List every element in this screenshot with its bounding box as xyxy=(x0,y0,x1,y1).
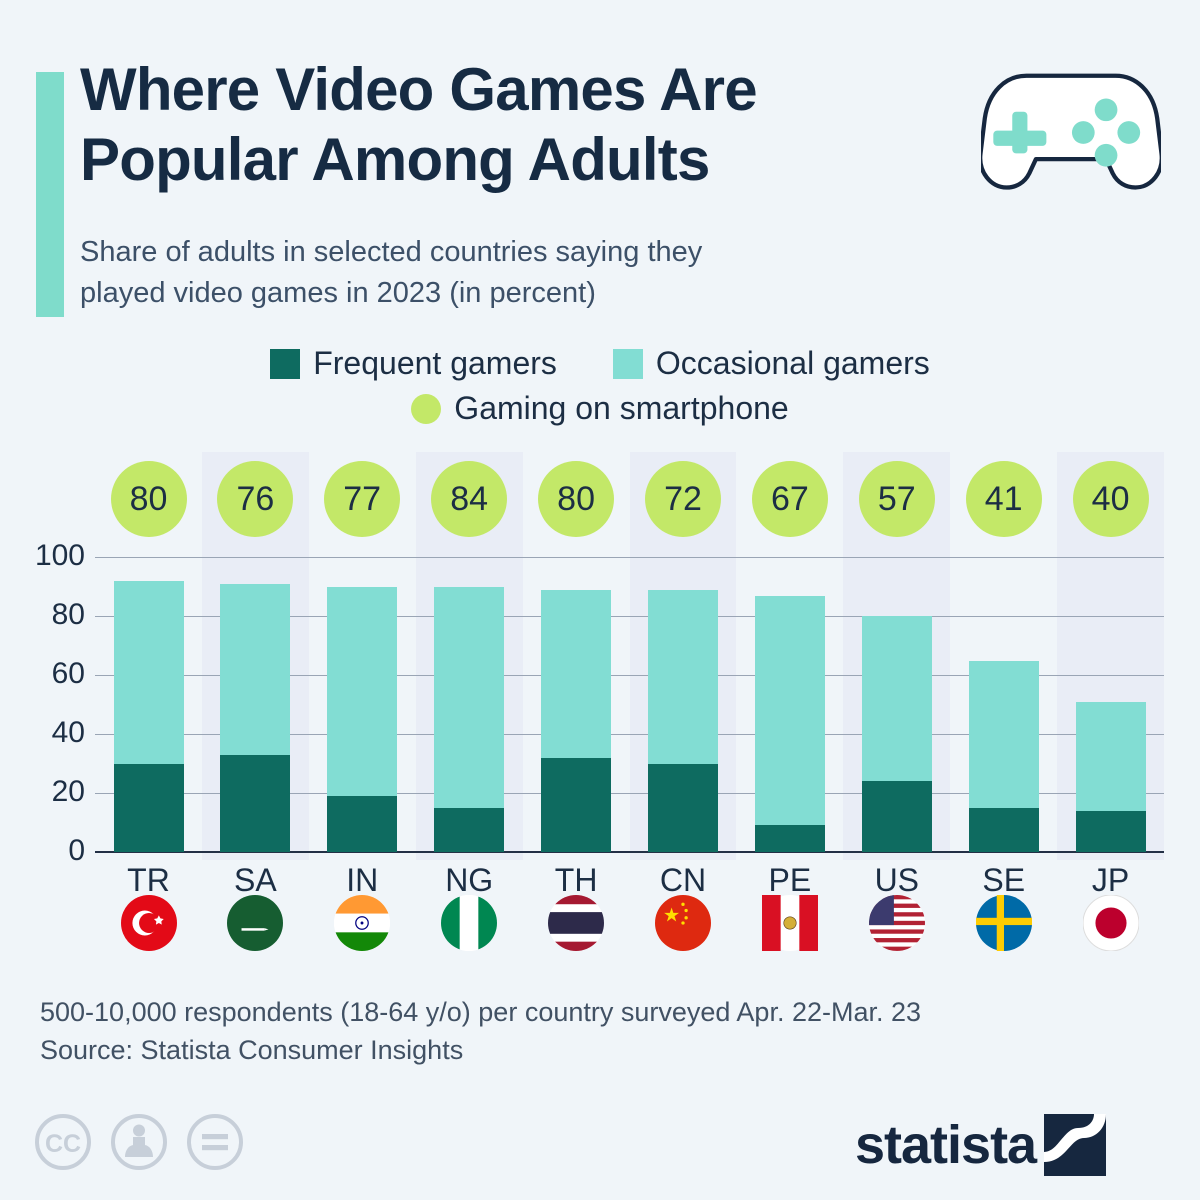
svg-text:CC: CC xyxy=(45,1130,81,1158)
